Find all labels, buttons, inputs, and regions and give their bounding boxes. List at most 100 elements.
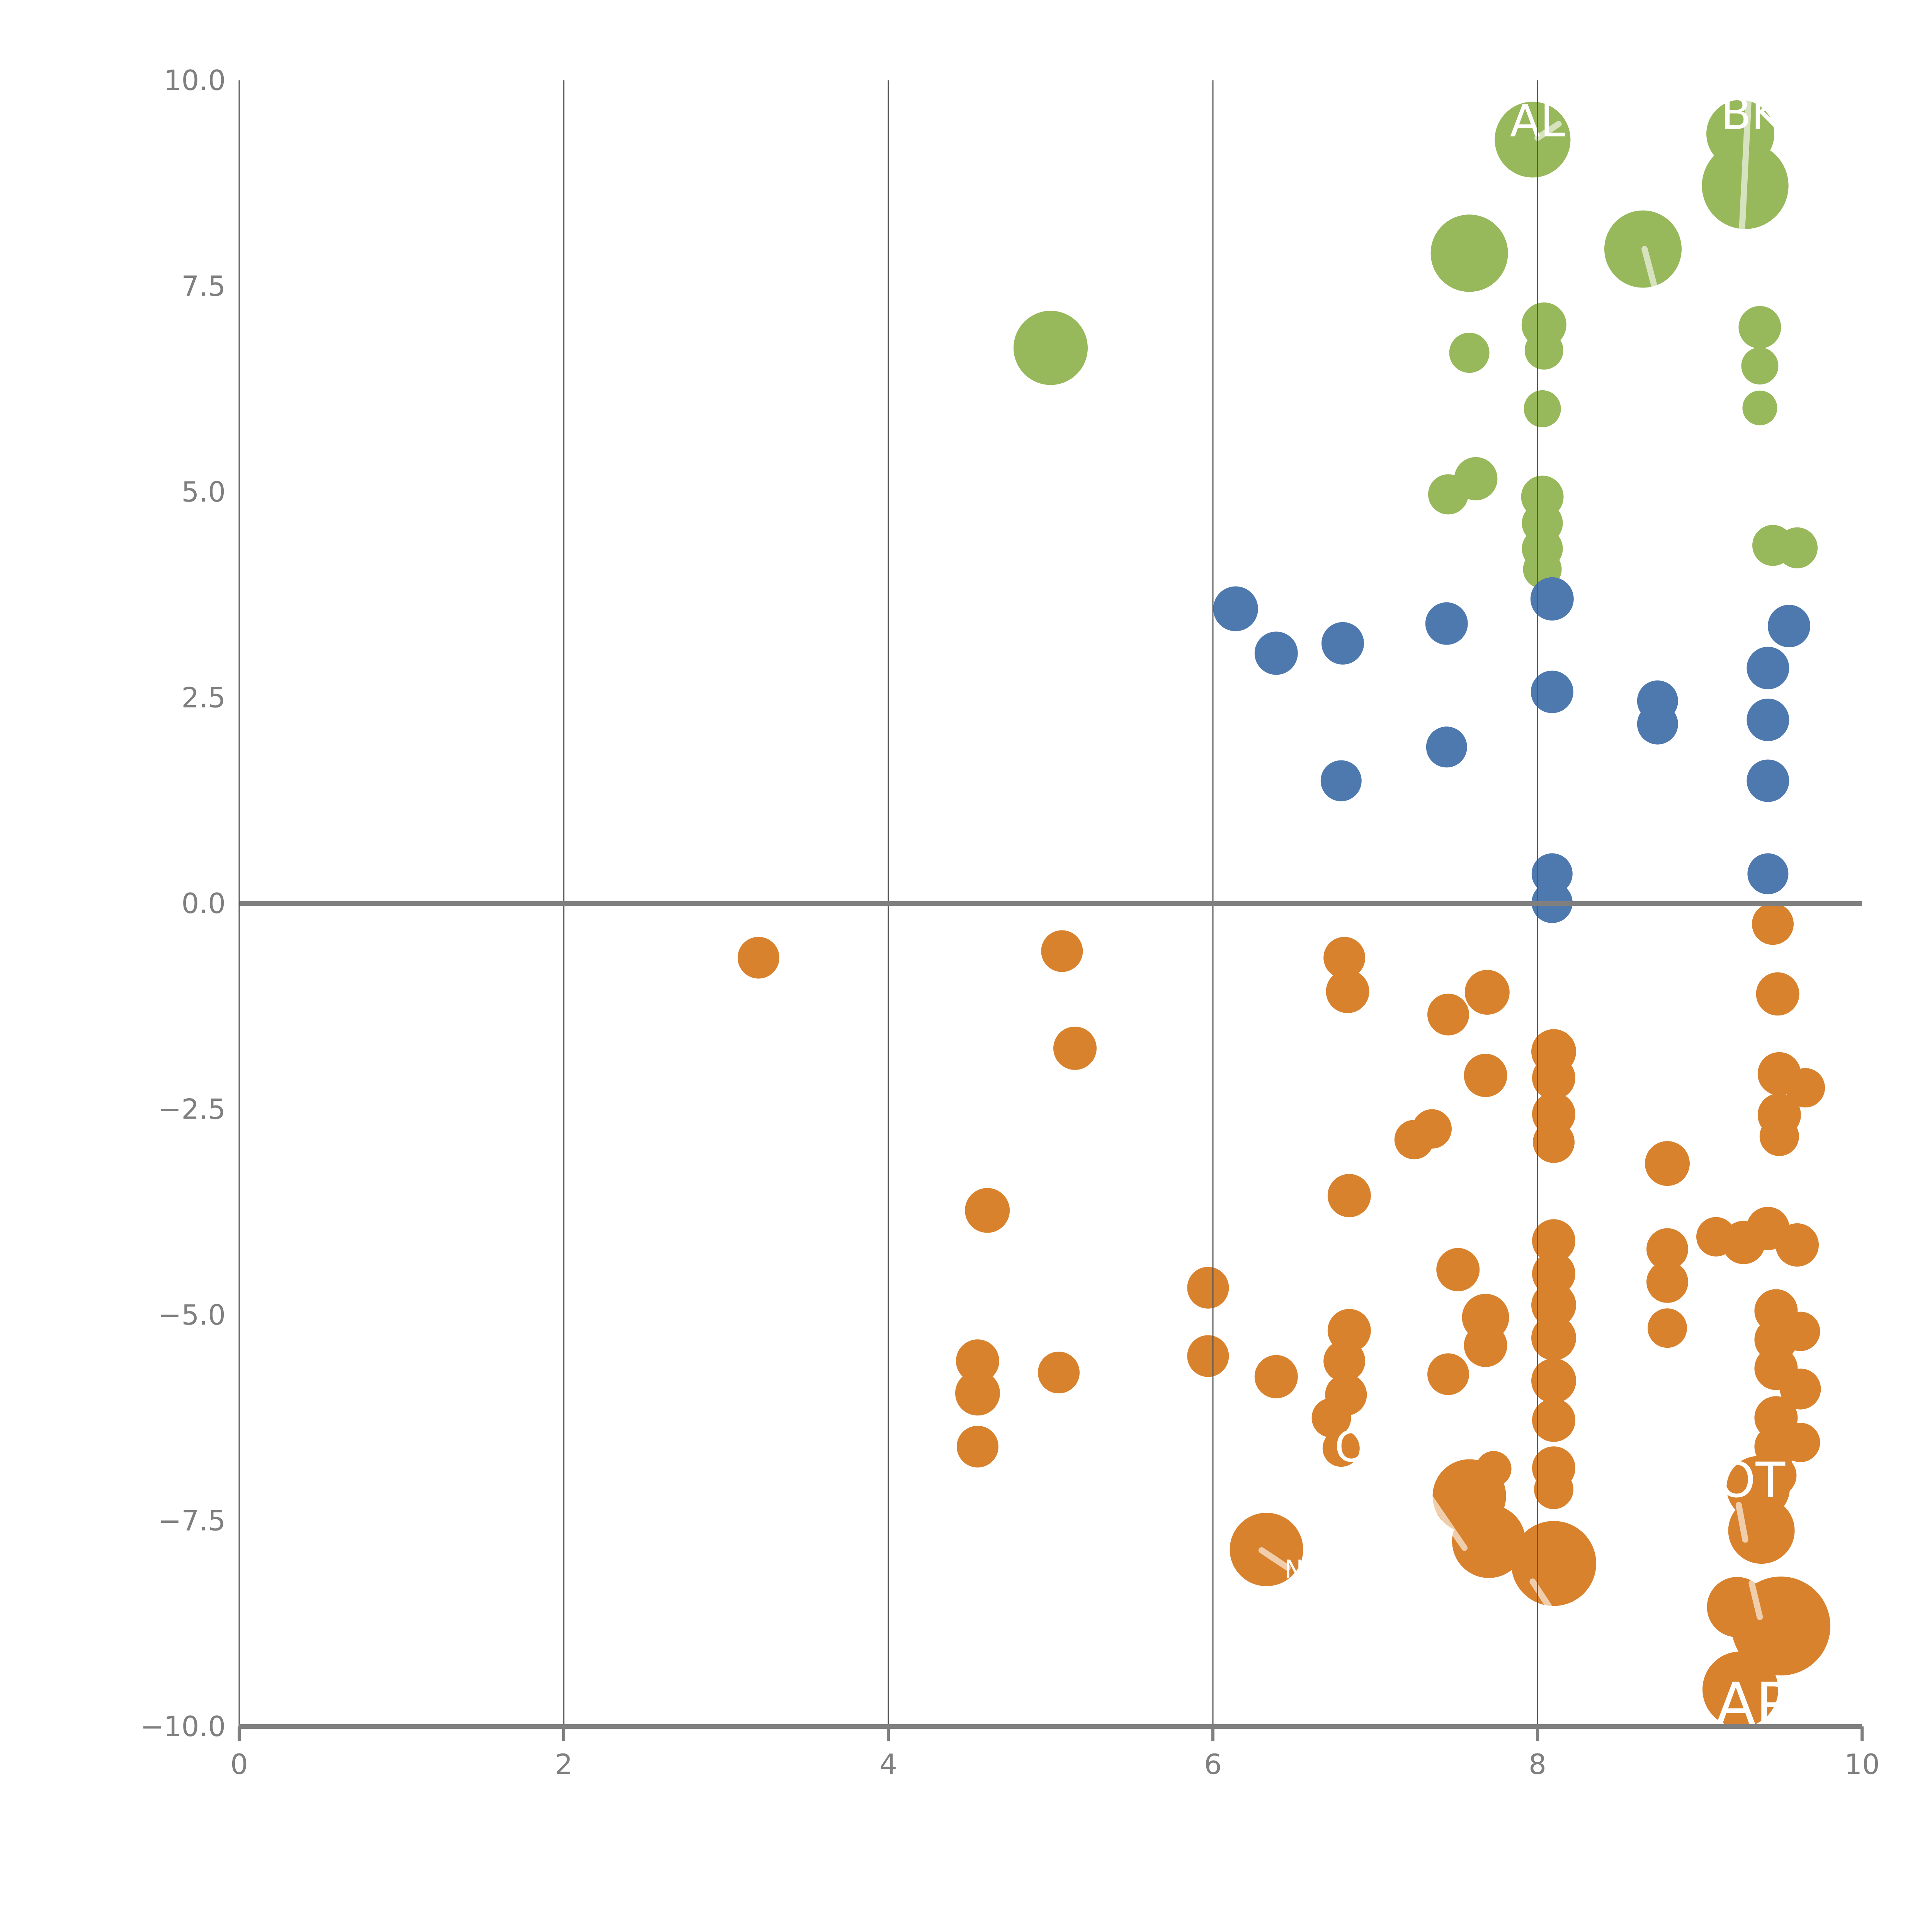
data-point-green <box>1738 306 1781 349</box>
data-point-green <box>1454 457 1498 500</box>
data-point-green-alg <box>1495 102 1571 178</box>
data-point-green <box>1742 390 1777 425</box>
data-point-orange <box>1645 1141 1690 1186</box>
data-point-orange <box>1646 1228 1688 1270</box>
data-point-blue <box>1747 646 1789 689</box>
data-point-orange <box>1534 1469 1573 1509</box>
data-point-blue <box>1747 759 1789 802</box>
data-point-blue <box>1637 703 1678 745</box>
data-point-orange <box>1532 1252 1575 1296</box>
data-point-orange <box>1646 1261 1688 1303</box>
data-point-orange <box>1786 1068 1825 1108</box>
label-leader-line <box>1735 1502 1748 1543</box>
data-point-orange <box>1394 1120 1434 1160</box>
data-point-orange <box>1532 1398 1575 1442</box>
label-leader-line <box>1534 121 1562 141</box>
y-tick-label: 7.5 <box>181 270 226 303</box>
x-tick-label: 8 <box>1529 1748 1546 1781</box>
data-point-orange <box>1464 970 1510 1015</box>
data-point-orange <box>1776 1223 1819 1267</box>
bubble-label-o: O <box>1335 1422 1368 1471</box>
data-point-blue <box>1213 586 1258 631</box>
data-point-orange <box>1187 1267 1229 1309</box>
data-point-orange <box>1752 903 1794 945</box>
x-tick-label: 2 <box>555 1748 573 1781</box>
data-point-green <box>1777 527 1818 568</box>
data-point-blue <box>1320 760 1362 801</box>
data-point-orange <box>1533 1121 1575 1163</box>
data-point-orange <box>1532 1219 1575 1263</box>
data-point-orange <box>1041 930 1083 972</box>
data-point-green <box>1741 347 1779 385</box>
x-tick-label: 4 <box>879 1748 897 1781</box>
label-leader-line <box>1739 98 1752 233</box>
data-point-orange <box>1452 1504 1526 1578</box>
y-tick-label: −5.0 <box>158 1299 226 1331</box>
data-point-blue <box>1321 622 1364 665</box>
data-point-orange <box>965 1188 1010 1233</box>
bubbles-layer <box>738 100 1830 1728</box>
bubble-label-n: N <box>1284 1555 1303 1585</box>
data-point-orange <box>1311 1398 1351 1438</box>
data-point-orange <box>1531 1358 1576 1403</box>
data-point-orange <box>1464 1323 1507 1367</box>
data-point-orange <box>1532 1056 1575 1100</box>
bubble-label-alg: ALG <box>1510 95 1600 147</box>
label-leader-line <box>1529 1578 1554 1612</box>
data-point-orange <box>957 1425 998 1468</box>
x-tick-label: 6 <box>1204 1748 1222 1781</box>
bubble-label-bk: BK <box>1721 88 1782 140</box>
data-point-orange <box>1322 1430 1360 1467</box>
data-point-green <box>1430 214 1508 292</box>
data-point-orange <box>1464 1054 1507 1097</box>
data-point-orange <box>1781 1423 1820 1463</box>
data-point-blue <box>1747 699 1789 741</box>
axes-layer <box>238 80 1864 1741</box>
data-point-blue <box>1530 577 1574 621</box>
bubble-label-ot: OT <box>1718 1452 1785 1509</box>
data-point-orange <box>955 1371 1000 1416</box>
data-point-orange <box>1531 1282 1576 1328</box>
data-point-orange <box>1728 1497 1795 1564</box>
data-point-blue <box>1425 602 1468 645</box>
data-point-blue <box>1531 670 1573 713</box>
data-point-orange <box>1038 1352 1080 1394</box>
data-point-orange <box>1323 937 1366 979</box>
data-point-green <box>1524 390 1561 427</box>
data-point-orange <box>1254 1355 1298 1398</box>
x-tick-label: 10 <box>1844 1748 1880 1781</box>
y-tick-label: 2.5 <box>181 682 226 714</box>
data-point-orange-api <box>1702 1651 1778 1728</box>
data-point-blue <box>1768 605 1810 648</box>
bubble-label-ti: TI <box>1526 1609 1560 1651</box>
label-leader-line <box>1259 1547 1291 1571</box>
y-tick-label: 5.0 <box>181 476 226 508</box>
data-point-green <box>1524 331 1563 370</box>
data-point-orange <box>1427 993 1469 1036</box>
data-point-orange <box>1427 1353 1469 1395</box>
y-tick-label: −10.0 <box>140 1710 226 1743</box>
y-tick-label: −2.5 <box>158 1093 226 1126</box>
y-tick-label: −7.5 <box>158 1505 226 1537</box>
data-point-blue <box>1747 853 1789 895</box>
data-point-orange <box>1759 1116 1799 1156</box>
data-point-orange <box>1326 969 1369 1013</box>
data-point-orange <box>1648 1308 1687 1348</box>
data-point-orange <box>1053 1026 1097 1070</box>
y-tick-label: 0.0 <box>181 887 226 920</box>
data-point-orange <box>1756 972 1799 1016</box>
label-leader-line <box>1748 1580 1763 1620</box>
data-point-orange <box>738 937 779 979</box>
data-point-green <box>1014 311 1088 385</box>
data-point-orange <box>1436 1248 1480 1291</box>
data-point-orange-ti <box>1511 1521 1596 1606</box>
data-point-blue <box>1254 631 1298 675</box>
label-leader-line <box>1641 246 1664 314</box>
data-point-green <box>1449 333 1490 373</box>
label-leader-line <box>1419 1483 1468 1551</box>
data-point-orange <box>1323 1340 1366 1382</box>
x-tick-label: 0 <box>230 1748 248 1781</box>
data-point-orange <box>1187 1335 1229 1377</box>
